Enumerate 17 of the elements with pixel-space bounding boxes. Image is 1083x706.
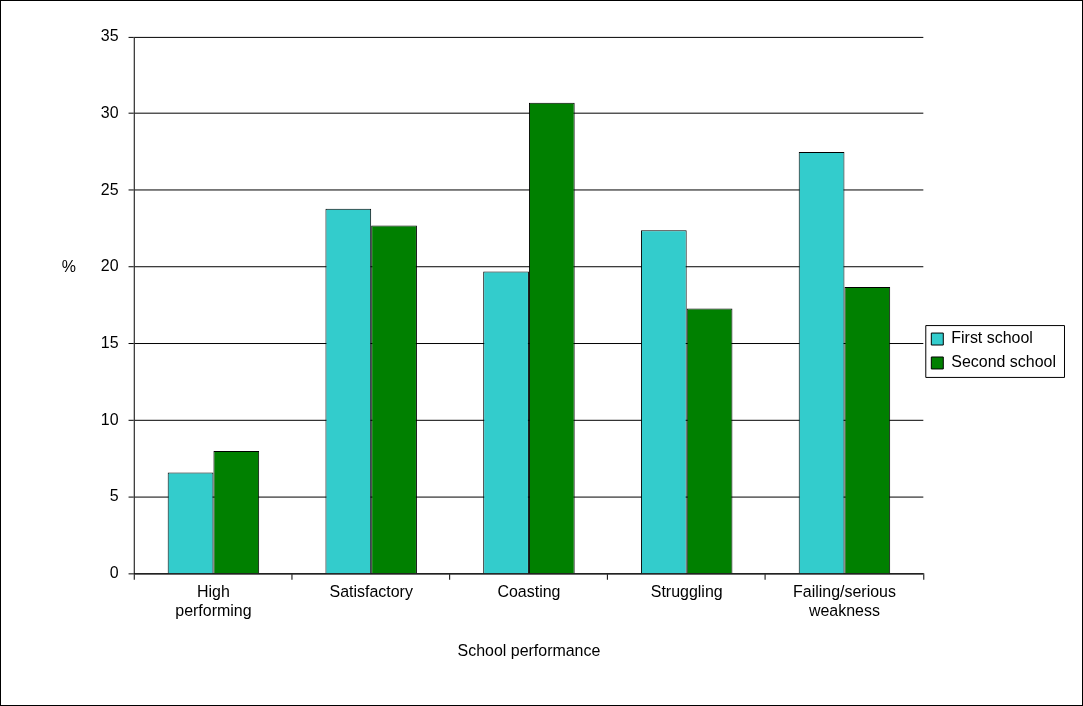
y-tick-label: 20 [100,257,119,275]
x-tick-label: Failing/serious weakness [793,582,896,619]
x-axis-title: School performance [457,641,601,659]
x-tick-label: Satisfactory [329,582,413,600]
legend-label: First school [951,329,1033,347]
legend-label: Second school [951,353,1056,371]
x-tick-label: High performing [175,582,252,619]
y-axis-title: % [61,258,76,276]
x-tick-label: Struggling [650,582,723,600]
x-tick-label: Coasting [497,582,561,600]
y-tick-label: 25 [100,180,119,198]
y-tick-label: 35 [100,27,119,45]
y-tick-label: 0 [109,564,119,582]
y-tick-label: 10 [100,410,119,428]
y-tick-label: 30 [100,104,119,121]
y-tick-label: 15 [100,334,119,352]
y-tick-label: 5 [109,487,119,505]
